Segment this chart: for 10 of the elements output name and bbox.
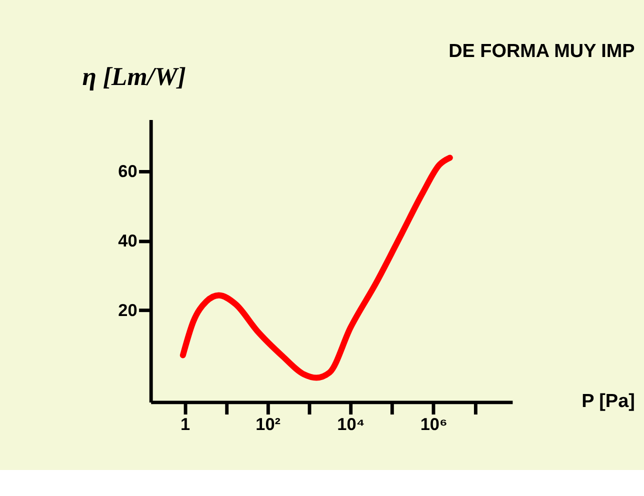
y-tick-label: 40 xyxy=(118,230,138,250)
x-axis-title: P [Pa] xyxy=(582,390,635,412)
x-tick-label: 10² xyxy=(256,414,281,434)
x-tick-label: 1 xyxy=(180,414,190,434)
y-axis-title: η [Lm/W] xyxy=(82,62,186,91)
x-tick-label: 10⁶ xyxy=(420,414,448,434)
y-tick-label: 20 xyxy=(118,300,138,320)
y-tick-label: 60 xyxy=(118,161,138,182)
x-tick-label: 10⁴ xyxy=(337,414,365,434)
chart-title: DE FORMA MUY IMP xyxy=(448,40,635,62)
